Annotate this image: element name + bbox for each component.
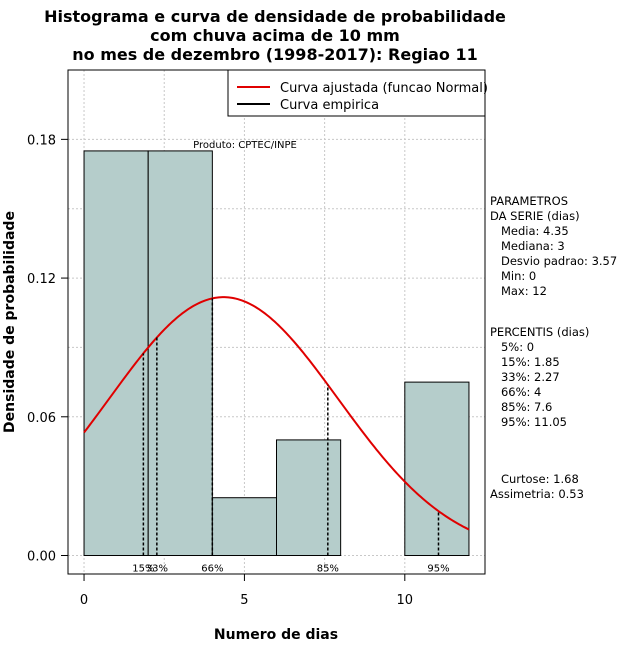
- legend-box: [227, 69, 486, 117]
- percentiles-line: 66%: 4: [490, 385, 541, 399]
- histogram-bar: [211, 497, 278, 557]
- y-tick-label: 0.00: [27, 550, 56, 565]
- percentile-label: 15%: [132, 564, 154, 575]
- y-tick-label: 0.12: [27, 272, 56, 287]
- shape-statistics-line: Curtose: 1.68: [490, 472, 579, 486]
- x-tick-label: 5: [240, 593, 248, 608]
- histogram-bar: [147, 150, 213, 557]
- percentiles-line: 95%: 11.05: [490, 415, 567, 429]
- y-axis-title: Densidade de probabilidade: [2, 211, 18, 433]
- percentiles-line: 5%: 0: [490, 340, 534, 354]
- x-axis-title: Numero de dias: [214, 627, 338, 643]
- x-tick-label: 10: [397, 593, 414, 608]
- percentile-label: 85%: [317, 564, 339, 575]
- percentiles-line: 85%: 7.6: [490, 400, 552, 414]
- histogram-bar: [83, 150, 149, 557]
- chart-title-line: com chuva acima de 10 mm: [150, 26, 400, 45]
- series-parameters-line: DA SERIE (dias): [490, 209, 580, 223]
- series-parameters-line: Media: 4.35: [490, 224, 569, 238]
- y-tick-label: 0.18: [27, 133, 56, 148]
- chart-title-line: no mes de dezembro (1998-2017): Regiao 1…: [72, 45, 478, 64]
- percentiles-line: PERCENTIS (dias): [490, 325, 589, 339]
- legend-label: Curva empirica: [280, 98, 379, 113]
- x-tick-label: 0: [80, 593, 88, 608]
- shape-statistics-line: Assimetria: 0.53: [490, 487, 584, 501]
- histogram-bar: [276, 439, 342, 557]
- chart-title-line: Histograma e curva de densidade de proba…: [44, 7, 506, 26]
- percentile-label: 33%: [146, 564, 168, 575]
- product-annotation: Produto: CPTEC/INPE: [193, 140, 297, 151]
- fitted-normal-curve: [83, 296, 470, 531]
- y-tick-label: 0.06: [27, 411, 56, 426]
- series-parameters-line: Mediana: 3: [490, 239, 565, 253]
- histogram-bar: [404, 381, 470, 557]
- percentiles-line: 33%: 2.27: [490, 370, 560, 384]
- series-parameters-line: Desvio padrao: 3.57: [490, 254, 617, 268]
- legend-label: Curva ajustada (funcao Normal): [280, 81, 488, 96]
- series-parameters-line: Min: 0: [490, 269, 536, 283]
- percentile-label: 66%: [201, 564, 223, 575]
- percentile-label: 95%: [427, 564, 449, 575]
- percentiles-line: 15%: 1.85: [490, 355, 560, 369]
- series-parameters-line: Max: 12: [490, 284, 547, 298]
- series-parameters-line: PARAMETROS: [490, 194, 568, 208]
